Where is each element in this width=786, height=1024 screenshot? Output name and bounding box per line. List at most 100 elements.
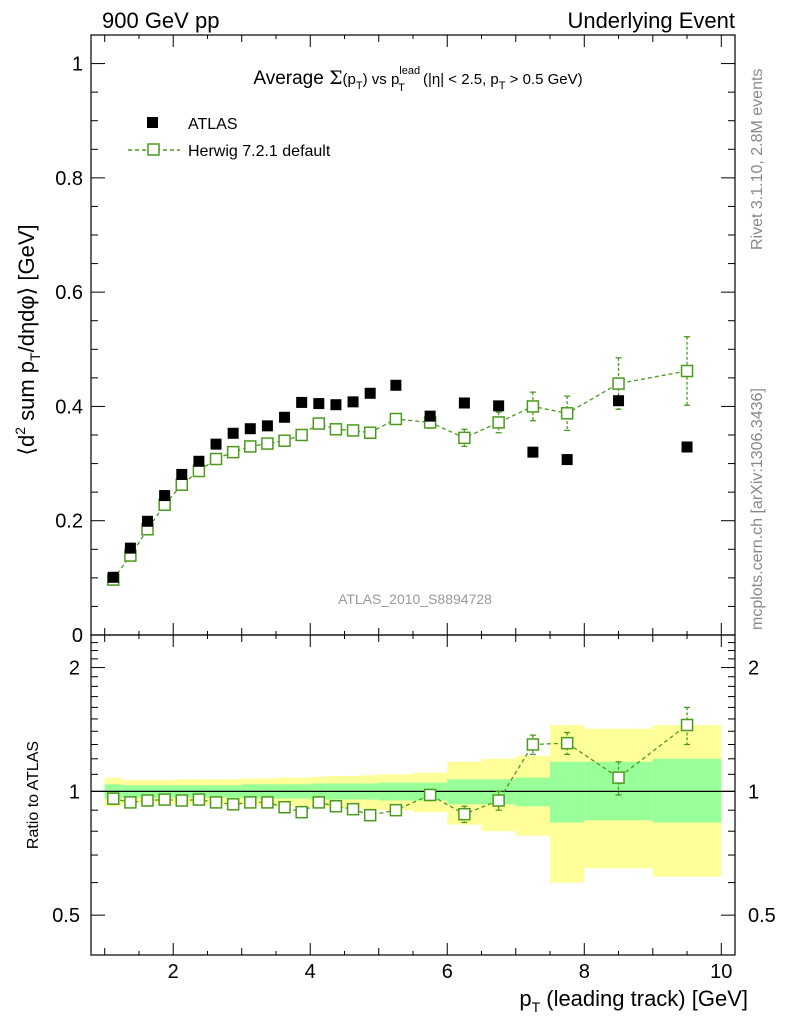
herwig-ratio-point [175, 794, 189, 807]
herwig-ratio-point [124, 796, 137, 809]
x-tick-label: 10 [710, 961, 732, 983]
ratio-y-tick-label-right: 0.5 [748, 905, 776, 927]
herwig-ratio-point [209, 796, 223, 809]
x-tick-label: 2 [168, 961, 179, 983]
atlas-data-point [527, 446, 539, 458]
atlas-data-point [176, 468, 188, 480]
ratio-y-tick-label-right: 1 [748, 781, 759, 803]
analysis-watermark: ATLAS_2010_S8894728 [338, 591, 492, 607]
main-y-tick-label: 0.2 [55, 511, 83, 533]
ratio-y-tick-label: 2 [69, 658, 80, 680]
atlas-data-point [261, 420, 273, 432]
atlas-data-point [193, 455, 205, 467]
herwig-point [244, 440, 257, 453]
herwig-point [363, 426, 377, 439]
mcplots-label: mcplots.cern.ch [arXiv:1306.3436] [749, 388, 766, 630]
herwig-point [312, 417, 326, 430]
herwig-ratio-point [244, 796, 257, 809]
main-y-tick-label: 0.6 [55, 282, 83, 304]
atlas-data-point [296, 396, 308, 408]
atlas-data-point [313, 398, 325, 410]
atlas-data-point [159, 490, 171, 502]
herwig-ratio-point [492, 794, 505, 807]
legend-herwig-marker [147, 143, 160, 156]
atlas-data-point [330, 399, 342, 411]
x-tick-label: 4 [305, 961, 316, 983]
herwig-ratio-point [261, 796, 274, 809]
herwig-point [175, 478, 189, 491]
herwig-ratio-point [329, 799, 343, 813]
atlas-data-point [364, 387, 376, 399]
herwig-point [526, 400, 540, 413]
herwig-point [192, 464, 206, 478]
herwig-point [458, 431, 471, 445]
atlas-data-point [390, 379, 402, 391]
herwig-ratio-point [192, 793, 206, 806]
ratio-inner-band-21 [550, 761, 585, 823]
herwig-ratio-point [560, 736, 574, 750]
x-tick-label: 8 [579, 961, 590, 983]
ratio-y-axis-label: Ratio to ATLAS [25, 741, 42, 849]
ratio-y-tick-label: 0.5 [52, 905, 80, 927]
main-y-tick-label: 0 [72, 625, 83, 647]
atlas-data-point [142, 515, 154, 527]
herwig-ratio-point [423, 788, 437, 802]
main-plot-area: 0 0.2 0.4 0.6 0.8 1 [55, 34, 736, 647]
atlas-data-point [279, 411, 291, 423]
main-plot-title: Average Σ(pT) vs plead T (|η| < 2.5, pT >… [253, 65, 582, 94]
atlas-data-point [681, 441, 693, 453]
herwig-ratio-point [226, 798, 240, 811]
atlas-data-point [561, 454, 573, 466]
herwig-point [329, 423, 343, 436]
herwig-ratio-point [346, 802, 360, 816]
ratio-y-tick-label-right: 2 [748, 658, 759, 680]
ratio-inner-band-23 [652, 758, 722, 823]
herwig-point [492, 416, 505, 429]
atlas-data-point [613, 395, 625, 407]
ratio-plot-area: 2 4 6 8 10 0.5 0.5 1 1 2 2 [52, 634, 776, 983]
herwig-point [389, 412, 403, 426]
herwig-ratio-point [612, 771, 625, 784]
atlas-data-point [210, 438, 222, 450]
ratio-y-tick-label: 1 [69, 781, 80, 803]
atlas-data-point [424, 410, 436, 422]
herwig-ratio-point [389, 803, 403, 817]
main-y-tick-label: 0.8 [55, 168, 83, 190]
herwig-point [209, 452, 223, 466]
legend-atlas-label: ATLAS [188, 116, 238, 133]
herwig-ratio-point [526, 738, 540, 751]
header-left-label: 900 GeV pp [102, 8, 219, 33]
x-axis-label: pT (leading track) [GeV] [519, 986, 748, 1015]
atlas-data-point [244, 423, 256, 435]
legend-herwig-label: Herwig 7.2.1 default [188, 143, 331, 160]
atlas-data-point [493, 400, 505, 412]
rivet-version-label: Rivet 3.1.10, 2.8M events [749, 69, 766, 250]
herwig-ratio-point [312, 796, 326, 809]
herwig-ratio-point [680, 718, 694, 732]
herwig-point [680, 364, 694, 378]
herwig-ratio-point [158, 793, 171, 806]
main-y-tick-label: 0.4 [55, 396, 83, 418]
legend-atlas-marker [147, 117, 158, 128]
herwig-ratio-point [278, 800, 291, 814]
herwig-ratio-point [141, 794, 154, 807]
x-tick-label: 6 [442, 961, 453, 983]
atlas-data-point [227, 427, 239, 439]
herwig-point [295, 428, 308, 442]
herwig-ratio-point [363, 808, 377, 822]
herwig-point [261, 437, 274, 450]
herwig-point [226, 445, 240, 459]
herwig-point [278, 434, 291, 447]
herwig-point [346, 424, 360, 437]
header-right-label: Underlying Event [567, 8, 735, 33]
herwig-ratio-point [295, 805, 308, 819]
atlas-data-point [124, 542, 136, 554]
herwig-point [612, 377, 625, 390]
herwig-ratio-point [458, 807, 471, 821]
main-y-tick-label: 1 [72, 54, 83, 76]
herwig-ratio-point [107, 792, 120, 805]
main-y-axis-label: ⟨d2 sum pT/dηdφ⟩ [GeV] [12, 224, 43, 455]
atlas-data-point [107, 571, 119, 583]
herwig-point [560, 407, 574, 420]
